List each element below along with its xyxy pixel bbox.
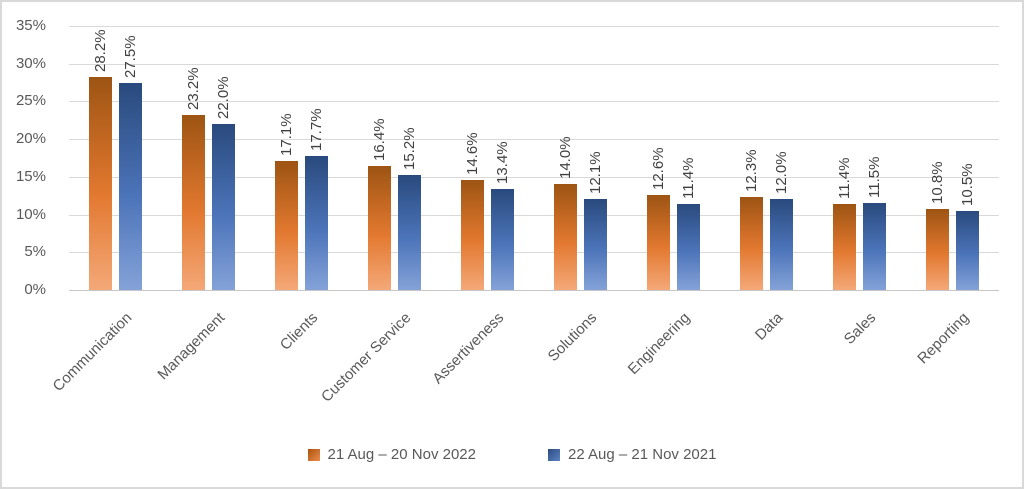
value-label-communication-2021: 27.5% [121, 35, 139, 78]
value-label-sales-2022: 11.4% [835, 157, 853, 199]
bar-solutions-2022 [554, 184, 577, 290]
gridline [69, 290, 999, 291]
bar-management-2021 [212, 124, 235, 290]
legend-swatch-2022 [307, 448, 320, 461]
value-label-reporting-2022: 10.8% [928, 160, 946, 204]
bar-clients-2021 [305, 156, 328, 290]
bar-communication-2021 [119, 82, 142, 290]
y-tick-label: 35% [15, 17, 46, 34]
legend-item-2022: 21 Aug – 20 Nov 2022 [307, 446, 476, 463]
gridline [69, 63, 999, 65]
gridline [69, 26, 999, 27]
bar-reporting-2021 [956, 210, 979, 290]
bar-engineering-2022 [647, 194, 670, 290]
bar-engineering-2021 [677, 204, 700, 290]
value-label-solutions-2021: 12.1% [586, 151, 604, 194]
y-tick-label: 20% [15, 130, 46, 148]
legend-swatch-2021 [548, 448, 560, 461]
bar-solutions-2021 [584, 198, 607, 290]
value-label-customer-service-2022: 16.4% [370, 118, 388, 162]
y-tick-label: 25% [15, 92, 46, 110]
value-label-data-2021: 12.0% [772, 151, 790, 195]
bar-communication-2022 [89, 77, 112, 290]
bar-assertiveness-2021 [491, 188, 514, 290]
bar-customer-service-2021 [398, 175, 421, 290]
value-label-engineering-2022: 12.6% [649, 147, 667, 190]
legend-label-2021: 22 Aug – 21 Nov 2021 [568, 446, 717, 463]
value-label-communication-2022: 28.2% [91, 29, 109, 73]
value-label-assertiveness-2022: 14.6% [463, 132, 481, 175]
gridline [69, 252, 999, 254]
bar-data-2021 [770, 199, 793, 290]
gridline [69, 101, 999, 103]
y-tick-label: 15% [15, 167, 46, 185]
value-label-management-2022: 23.2% [184, 67, 202, 110]
value-label-customer-service-2021: 15.2% [400, 127, 418, 171]
value-label-clients-2022: 17.1% [277, 113, 295, 157]
bar-management-2022 [182, 115, 205, 290]
y-tick-label: 0% [24, 281, 46, 298]
y-tick-label: 10% [15, 205, 46, 223]
bar-reporting-2022 [926, 208, 949, 290]
bar-clients-2022 [275, 161, 298, 290]
value-label-reporting-2021: 10.5% [958, 163, 976, 206]
gridline [69, 214, 999, 216]
y-tick-label: 30% [15, 54, 46, 72]
value-label-management-2021: 22.0% [214, 76, 232, 120]
gridline [69, 139, 999, 141]
bar-customer-service-2022 [368, 166, 391, 290]
legend-item-2021: 22 Aug – 21 Nov 2021 [548, 446, 716, 463]
value-label-engineering-2021: 11.4% [679, 157, 697, 199]
bar-sales-2022 [833, 204, 856, 290]
bar-assertiveness-2022 [461, 179, 484, 290]
bar-sales-2021 [863, 203, 886, 290]
value-label-assertiveness-2021: 13.4% [493, 141, 511, 184]
value-label-sales-2021: 11.5% [865, 156, 883, 199]
bar-data-2022 [740, 197, 763, 290]
legend-label-2022: 21 Aug – 20 Nov 2022 [327, 446, 476, 463]
gridline [69, 176, 999, 178]
value-label-data-2022: 12.3% [742, 149, 760, 193]
y-tick-label: 5% [24, 243, 46, 261]
value-label-clients-2021: 17.7% [307, 108, 325, 152]
value-label-solutions-2022: 14.0% [556, 136, 574, 180]
legend: 21 Aug – 20 Nov 2022 22 Aug – 21 Nov 202… [2, 446, 1022, 463]
